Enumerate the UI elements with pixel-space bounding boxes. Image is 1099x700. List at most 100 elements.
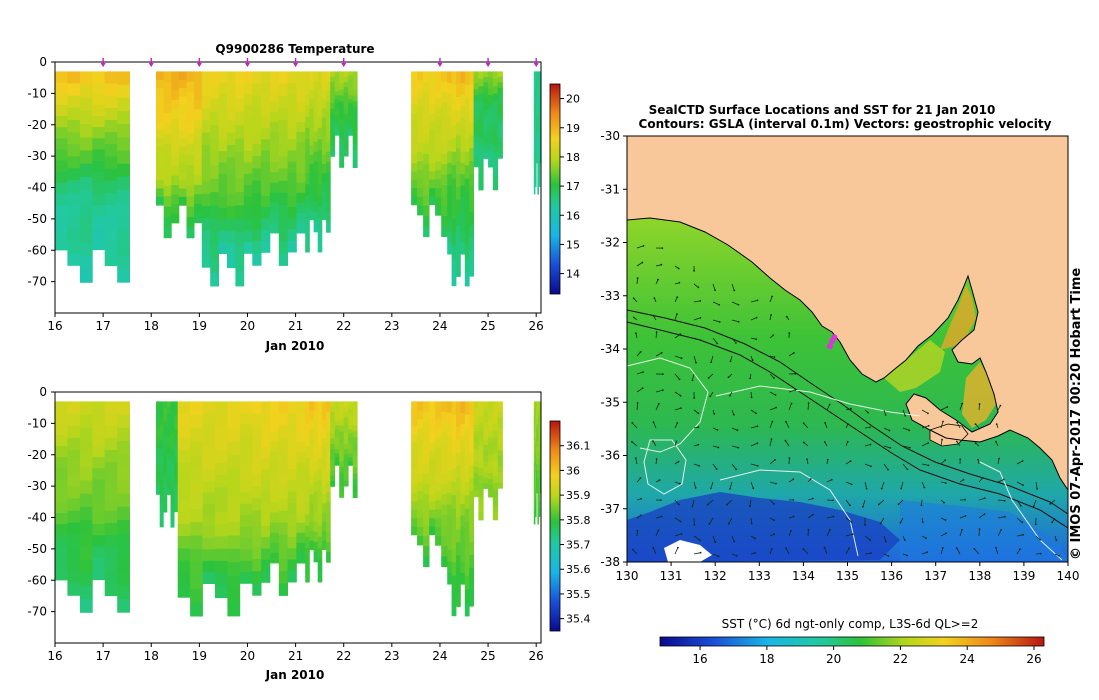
profile-cell — [441, 112, 448, 124]
profile-cell — [235, 272, 245, 287]
profile-cell — [334, 413, 340, 418]
profile-cell — [174, 456, 179, 464]
velocity-vector — [1016, 481, 1024, 486]
profile-cell — [429, 71, 436, 81]
velocity-vector — [636, 245, 644, 249]
velocity-vector-head — [1032, 505, 1035, 508]
velocity-vector — [655, 332, 657, 339]
profile-cell — [305, 536, 310, 549]
velocity-vector — [921, 481, 925, 488]
profile-cell — [309, 503, 314, 514]
profile-cell — [343, 427, 349, 434]
profile-cell — [343, 71, 349, 78]
profile-cell — [305, 105, 310, 117]
profile-cell — [326, 91, 331, 102]
profile-cell — [539, 122, 541, 129]
profile-cell — [321, 201, 327, 211]
profile-cell — [171, 90, 180, 101]
profile-cell — [417, 482, 424, 492]
profile-cell — [278, 498, 288, 511]
profile-cell — [218, 208, 228, 220]
profile-cell — [239, 515, 253, 527]
profile-cell — [104, 450, 118, 463]
map-area — [627, 136, 1068, 562]
velocity-vector-head — [697, 412, 700, 415]
velocity-vector-head — [691, 505, 694, 508]
profile-cell — [492, 438, 499, 447]
profile-cell — [218, 162, 228, 175]
profile-cell — [326, 471, 331, 483]
profile-cell — [305, 435, 310, 447]
profile-cell — [227, 206, 236, 219]
velocity-vector-head — [718, 321, 721, 323]
profile-cell — [348, 111, 354, 116]
profile-cell — [269, 492, 280, 503]
colorbar-tick-label: 15 — [566, 238, 580, 251]
profile-cell — [339, 119, 345, 126]
x-tick-label: 23 — [384, 649, 399, 663]
profile-cell — [227, 169, 236, 183]
profile-cell — [92, 401, 106, 413]
profile-cell — [218, 82, 228, 95]
profile-cell — [473, 77, 479, 84]
profile-cell — [79, 176, 93, 191]
velocity-vector-head — [785, 420, 787, 423]
profile-cell — [104, 535, 118, 548]
profile-cell — [441, 164, 448, 175]
profile-cell — [539, 464, 541, 471]
profile-cell — [539, 470, 541, 477]
profile-cell — [190, 428, 203, 443]
profile-cell — [352, 413, 358, 420]
profile-cell — [411, 171, 418, 181]
profile-cell — [55, 149, 68, 162]
profile-cell — [269, 441, 280, 453]
profile-cell — [202, 538, 216, 550]
velocity-vector-head — [846, 440, 849, 443]
profile-cell — [334, 111, 340, 116]
y-tick-label: 0 — [39, 385, 47, 399]
profile-cell — [55, 423, 68, 436]
profile-cell — [435, 464, 442, 474]
profile-cell — [334, 87, 340, 92]
profile-cell — [348, 461, 354, 466]
profile-cell — [243, 173, 253, 186]
profile-cell — [55, 216, 68, 229]
profile-cell — [538, 502, 541, 510]
profile-cell — [305, 206, 310, 219]
profile-cell — [321, 419, 327, 430]
profile-cell — [326, 101, 331, 113]
velocity-vector — [674, 314, 678, 321]
profile-cell — [117, 427, 130, 442]
profile-cell — [177, 548, 191, 561]
profile-cell — [343, 92, 349, 99]
profile-cell — [469, 401, 474, 415]
profile-cell — [478, 123, 484, 132]
profile-cell — [190, 575, 203, 590]
profile-cell — [535, 430, 537, 438]
velocity-vector-head — [941, 438, 943, 441]
profile-cell — [464, 602, 470, 617]
profile-cell — [261, 229, 271, 242]
profile-cell — [79, 163, 93, 178]
profile-cell — [278, 583, 288, 596]
velocity-vector-head — [677, 546, 679, 549]
velocity-vector — [997, 479, 1004, 483]
profile-cell — [536, 487, 538, 494]
profile-cell — [163, 81, 172, 93]
velocity-vector — [769, 296, 773, 303]
profile-cell — [460, 549, 466, 562]
velocity-vector — [883, 445, 891, 449]
profile-cell — [186, 217, 195, 228]
profile-cell — [178, 163, 187, 173]
profile-cell — [537, 447, 539, 456]
profile-cell — [287, 161, 297, 174]
profile-cell — [261, 401, 271, 414]
profile-cell — [352, 89, 358, 96]
profile-cell — [429, 434, 436, 444]
profile-cell — [488, 149, 494, 156]
profile-cell — [492, 101, 499, 109]
profile-cell — [343, 449, 349, 455]
profile-cell — [278, 107, 288, 121]
profile-cell — [227, 194, 236, 207]
velocity-vector-head — [941, 547, 944, 549]
